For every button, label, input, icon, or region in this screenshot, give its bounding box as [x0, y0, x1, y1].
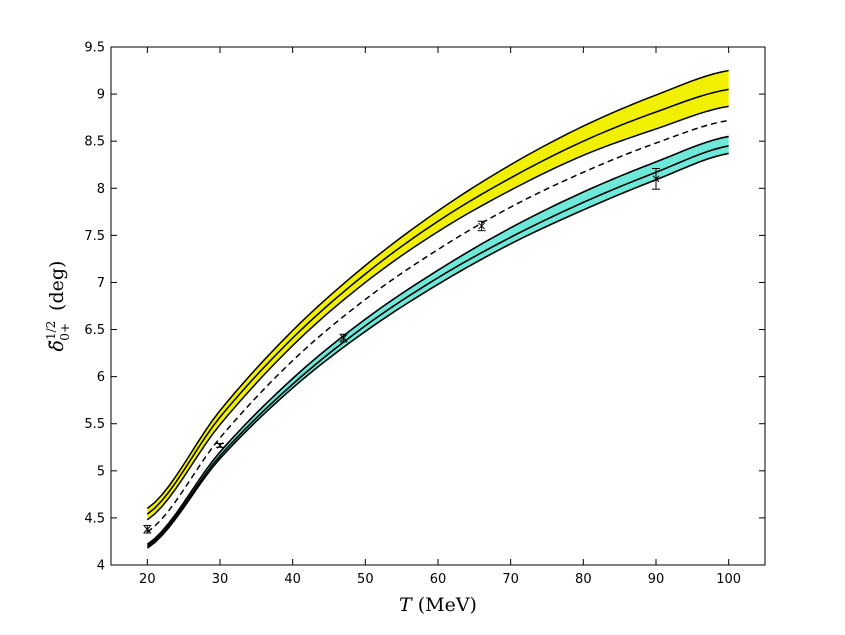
yellow-band-upper-line [146, 69, 729, 510]
y-tick-label: 9.5 [84, 41, 105, 56]
point-marker [216, 442, 224, 449]
y-tick-label: 7 [97, 276, 105, 291]
yellow-band-lower-line [146, 105, 729, 521]
point-marker [340, 334, 347, 342]
point-marker [652, 175, 660, 183]
x-tick-label: 30 [212, 572, 229, 587]
y-tick-label: 4 [97, 559, 105, 574]
y-tick-label: 7.5 [84, 229, 105, 244]
y-tick-label: 8.5 [84, 135, 105, 150]
data-point [143, 524, 152, 534]
x-tick-label: 70 [502, 572, 519, 587]
cyan-band-lower-line [146, 152, 729, 549]
x-tick-label: 20 [139, 572, 156, 587]
data-point [216, 442, 224, 449]
x-tick-label: 80 [575, 572, 592, 587]
yellow-band-center-line [146, 88, 729, 515]
x-tick-label: 50 [357, 572, 374, 587]
uncertainty-bands [147, 70, 729, 549]
point-marker [143, 525, 151, 533]
y-tick-label: 6 [97, 370, 105, 385]
x-tick-label: 60 [430, 572, 447, 587]
x-axis-ticks: 20 30 40 50 60 70 80 90 100 [139, 47, 741, 587]
y-axis-ticks: 4 4.5 5 5.5 6 6.5 7 7.5 8 8.5 9 9.5 [84, 41, 765, 574]
x-axis-title: T (MeV) [399, 594, 477, 616]
cyan-band-center-line [146, 145, 729, 547]
y-tick-label: 6.5 [84, 323, 105, 338]
model-curves [146, 69, 729, 549]
x-tick-label: 40 [284, 572, 301, 587]
y-tick-label: 4.5 [84, 511, 105, 526]
y-tick-label: 9 [97, 88, 105, 103]
x-tick-label: 90 [648, 572, 665, 587]
y-tick-label: 5.5 [84, 417, 105, 432]
data-points [143, 167, 660, 534]
yellow-band-fill [147, 70, 729, 520]
y-tick-label: 8 [97, 182, 105, 197]
point-marker [478, 222, 485, 230]
y-tick-label: 5 [97, 464, 105, 479]
data-point [477, 220, 486, 232]
data-point [652, 167, 660, 190]
cyan-band-fill [147, 136, 729, 549]
x-tick-label: 100 [716, 572, 741, 587]
y-axis-title: δ̃1/20+ (deg) [44, 261, 72, 352]
data-point [339, 333, 348, 343]
cyan-band-upper-line [146, 135, 729, 545]
